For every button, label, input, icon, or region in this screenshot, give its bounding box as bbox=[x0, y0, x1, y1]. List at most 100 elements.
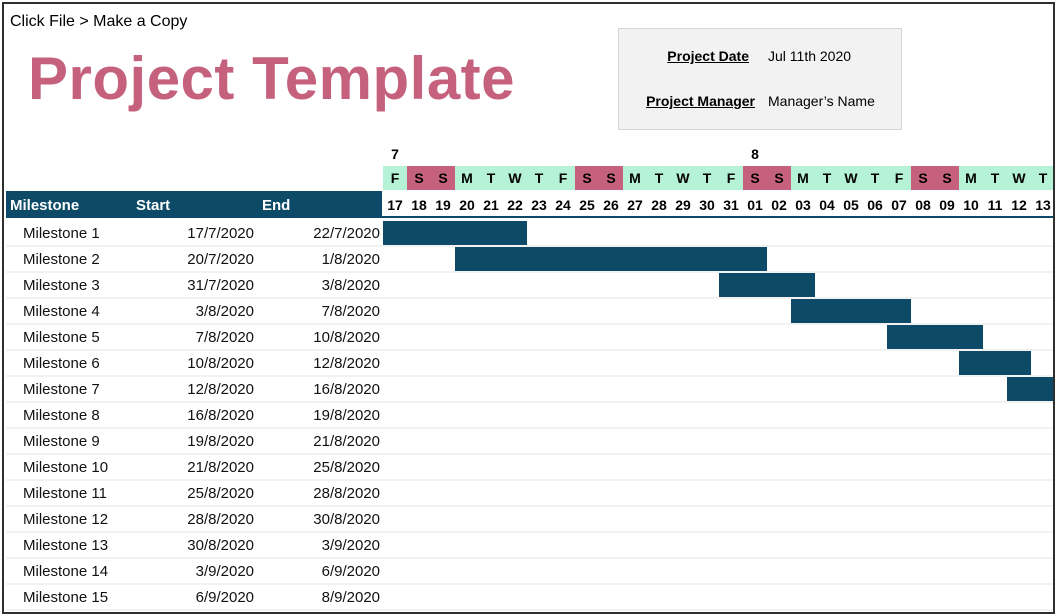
milestone-name[interactable]: Milestone 14 bbox=[23, 563, 109, 580]
milestone-start[interactable]: 25/8/2020 bbox=[187, 485, 254, 502]
day-number-label: 01 bbox=[747, 197, 763, 213]
gantt-bar bbox=[959, 351, 1031, 375]
milestone-start[interactable]: 31/7/2020 bbox=[187, 277, 254, 294]
milestone-name[interactable]: Milestone 4 bbox=[23, 303, 100, 320]
day-of-week-cell bbox=[743, 166, 767, 190]
milestone-name[interactable]: Milestone 11 bbox=[23, 485, 107, 502]
day-of-week-label: S bbox=[414, 170, 423, 186]
day-number-label: 09 bbox=[939, 197, 955, 213]
milestone-end[interactable]: 3/8/2020 bbox=[321, 277, 380, 294]
day-number-label: 22 bbox=[507, 197, 523, 213]
milestone-name[interactable]: Milestone 6 bbox=[23, 355, 100, 372]
day-number-label: 27 bbox=[627, 197, 643, 213]
milestone-start[interactable]: 16/8/2020 bbox=[187, 407, 254, 424]
day-of-week-label: T bbox=[655, 170, 664, 186]
day-number-label: 29 bbox=[675, 197, 691, 213]
milestone-end[interactable]: 7/8/2020 bbox=[321, 303, 380, 320]
milestone-start[interactable]: 3/9/2020 bbox=[195, 563, 254, 580]
day-of-week-label: W bbox=[676, 170, 690, 186]
milestone-end[interactable]: 6/9/2020 bbox=[321, 563, 380, 580]
day-of-week-label: S bbox=[438, 170, 447, 186]
day-number-label: 26 bbox=[603, 197, 619, 213]
milestone-start[interactable]: 20/7/2020 bbox=[187, 251, 254, 268]
milestone-name[interactable]: Milestone 12 bbox=[23, 511, 109, 528]
milestone-name[interactable]: Milestone 7 bbox=[23, 381, 100, 398]
milestone-end[interactable]: 16/8/2020 bbox=[313, 381, 380, 398]
day-number-label: 17 bbox=[387, 197, 403, 213]
milestone-name[interactable]: Milestone 5 bbox=[23, 329, 100, 346]
day-of-week-label: F bbox=[391, 170, 400, 186]
milestone-end[interactable]: 1/8/2020 bbox=[321, 251, 380, 268]
project-manager-value[interactable]: Manager’s Name bbox=[768, 93, 875, 109]
day-of-week-label: S bbox=[606, 170, 615, 186]
milestone-name[interactable]: Milestone 3 bbox=[23, 277, 100, 294]
milestone-end[interactable]: 19/8/2020 bbox=[313, 407, 380, 424]
day-of-week-cell bbox=[887, 166, 911, 190]
milestone-start[interactable]: 10/8/2020 bbox=[187, 355, 254, 372]
milestone-start[interactable]: 3/8/2020 bbox=[195, 303, 254, 320]
day-number-label: 03 bbox=[795, 197, 811, 213]
day-of-week-label: T bbox=[703, 170, 712, 186]
day-number-label: 31 bbox=[723, 197, 739, 213]
day-of-week-label: M bbox=[461, 170, 473, 186]
day-number-label: 08 bbox=[915, 197, 931, 213]
milestone-end[interactable]: 12/8/2020 bbox=[313, 355, 380, 372]
day-of-week-cell bbox=[863, 166, 887, 190]
gantt-bar bbox=[887, 325, 983, 349]
day-of-week-label: W bbox=[508, 170, 522, 186]
day-of-week-label: T bbox=[991, 170, 1000, 186]
milestone-name[interactable]: Milestone 15 bbox=[23, 589, 109, 606]
milestone-name[interactable]: Milestone 1 bbox=[23, 225, 100, 242]
milestone-start[interactable]: 12/8/2020 bbox=[187, 381, 254, 398]
day-of-week-cell bbox=[479, 166, 503, 190]
day-of-week-label: T bbox=[823, 170, 832, 186]
day-of-week-cell bbox=[455, 166, 479, 190]
milestone-end[interactable]: 25/8/2020 bbox=[313, 459, 380, 476]
milestone-name[interactable]: Milestone 8 bbox=[23, 407, 100, 424]
day-number-label: 11 bbox=[988, 197, 1003, 213]
milestone-start[interactable]: 28/8/2020 bbox=[187, 511, 254, 528]
milestone-start[interactable]: 19/8/2020 bbox=[187, 433, 254, 450]
milestone-start[interactable]: 7/8/2020 bbox=[195, 329, 254, 346]
day-of-week-cell bbox=[671, 166, 695, 190]
instruction-text: Click File > Make a Copy bbox=[10, 13, 188, 30]
milestone-end[interactable]: 21/8/2020 bbox=[313, 433, 380, 450]
project-date-label: Project Date bbox=[667, 48, 749, 64]
milestone-start[interactable]: 6/9/2020 bbox=[195, 589, 254, 606]
day-of-week-cell bbox=[791, 166, 815, 190]
day-number-label: 02 bbox=[771, 197, 787, 213]
day-of-week-cell bbox=[695, 166, 719, 190]
day-of-week-label: T bbox=[487, 170, 496, 186]
gantt-bar bbox=[455, 247, 767, 271]
milestone-end[interactable]: 30/8/2020 bbox=[313, 511, 380, 528]
milestone-name[interactable]: Milestone 10 bbox=[23, 459, 109, 476]
day-of-week-label: F bbox=[727, 170, 736, 186]
milestone-end[interactable]: 3/9/2020 bbox=[321, 537, 380, 554]
project-date-value[interactable]: Jul 11th 2020 bbox=[768, 48, 852, 64]
milestone-end[interactable]: 22/7/2020 bbox=[313, 225, 380, 242]
day-number-label: 18 bbox=[411, 197, 427, 213]
milestone-end[interactable]: 28/8/2020 bbox=[313, 485, 380, 502]
milestone-start[interactable]: 17/7/2020 bbox=[187, 225, 254, 242]
milestone-start[interactable]: 21/8/2020 bbox=[187, 459, 254, 476]
milestone-name[interactable]: Milestone 9 bbox=[23, 433, 100, 450]
day-of-week-cell bbox=[983, 166, 1007, 190]
header-divider bbox=[6, 216, 1053, 218]
day-number-label: 06 bbox=[867, 197, 883, 213]
day-number-label: 12 bbox=[1011, 197, 1027, 213]
milestone-name[interactable]: Milestone 13 bbox=[23, 537, 109, 554]
milestone-name[interactable]: Milestone 2 bbox=[23, 251, 100, 268]
day-of-week-label: T bbox=[871, 170, 880, 186]
day-of-week-cell bbox=[935, 166, 959, 190]
day-of-week-cell bbox=[959, 166, 983, 190]
day-of-week-label: S bbox=[942, 170, 951, 186]
day-number-label: 23 bbox=[531, 197, 547, 213]
milestone-end[interactable]: 8/9/2020 bbox=[321, 589, 380, 606]
milestone-start[interactable]: 30/8/2020 bbox=[187, 537, 254, 554]
milestone-end[interactable]: 10/8/2020 bbox=[313, 329, 380, 346]
day-of-week-label: W bbox=[1012, 170, 1026, 186]
column-header-milestone: Milestone bbox=[10, 197, 80, 214]
day-number-label: 13 bbox=[1035, 197, 1051, 213]
day-number-label: 24 bbox=[555, 197, 571, 213]
